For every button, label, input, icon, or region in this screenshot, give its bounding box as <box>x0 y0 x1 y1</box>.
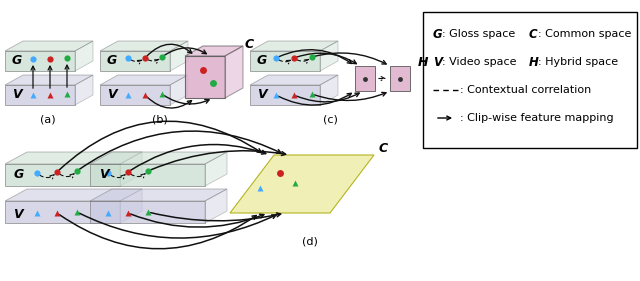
Polygon shape <box>225 46 243 98</box>
Text: (b): (b) <box>152 114 168 124</box>
FancyArrowPatch shape <box>60 215 256 249</box>
Polygon shape <box>120 152 142 186</box>
Polygon shape <box>5 152 142 164</box>
Text: : Video space: : Video space <box>442 57 516 67</box>
Polygon shape <box>170 41 188 71</box>
FancyArrowPatch shape <box>296 53 356 64</box>
Text: : Contextual correlation: : Contextual correlation <box>460 85 591 95</box>
Polygon shape <box>5 41 93 51</box>
Polygon shape <box>250 75 338 85</box>
FancyArrowPatch shape <box>296 93 359 102</box>
Polygon shape <box>230 155 374 213</box>
Text: (c): (c) <box>323 114 337 124</box>
Text: C: C <box>379 142 388 155</box>
Text: V: V <box>257 89 267 101</box>
Polygon shape <box>320 41 338 71</box>
FancyArrowPatch shape <box>379 76 385 80</box>
Polygon shape <box>205 152 227 186</box>
FancyArrowPatch shape <box>315 92 386 101</box>
Polygon shape <box>100 85 170 105</box>
FancyArrowPatch shape <box>131 60 141 64</box>
FancyArrowPatch shape <box>164 96 209 104</box>
Polygon shape <box>90 201 205 223</box>
FancyBboxPatch shape <box>355 66 375 91</box>
Text: G: G <box>257 55 267 67</box>
Polygon shape <box>5 51 75 71</box>
FancyArrowPatch shape <box>147 44 192 56</box>
FancyArrowPatch shape <box>278 93 351 105</box>
FancyArrowPatch shape <box>164 48 206 55</box>
Text: V: V <box>433 56 442 69</box>
FancyArrowPatch shape <box>131 214 264 227</box>
Polygon shape <box>90 152 227 164</box>
FancyArrowPatch shape <box>79 131 281 169</box>
Polygon shape <box>185 56 225 98</box>
FancyBboxPatch shape <box>423 12 637 148</box>
Text: (a): (a) <box>40 114 56 124</box>
Text: G: G <box>14 169 24 182</box>
FancyArrowPatch shape <box>315 53 386 64</box>
FancyBboxPatch shape <box>390 66 410 91</box>
Polygon shape <box>5 164 120 186</box>
FancyArrowPatch shape <box>79 213 276 238</box>
Polygon shape <box>100 51 170 71</box>
Polygon shape <box>250 41 338 51</box>
Polygon shape <box>90 189 227 201</box>
Text: : Clip-wise feature mapping: : Clip-wise feature mapping <box>460 113 614 123</box>
FancyArrowPatch shape <box>438 116 451 120</box>
Polygon shape <box>185 46 243 56</box>
Polygon shape <box>170 75 188 105</box>
FancyArrowPatch shape <box>150 151 285 170</box>
Polygon shape <box>5 201 120 223</box>
Polygon shape <box>5 85 75 105</box>
FancyArrowPatch shape <box>150 213 280 221</box>
Text: V: V <box>13 208 22 221</box>
Text: : Hybrid space: : Hybrid space <box>538 57 618 67</box>
Text: (d): (d) <box>302 236 318 246</box>
Polygon shape <box>5 75 93 85</box>
Polygon shape <box>205 189 227 223</box>
FancyArrowPatch shape <box>278 60 291 64</box>
Text: : Gloss space: : Gloss space <box>442 29 515 39</box>
FancyArrowPatch shape <box>31 66 35 88</box>
FancyArrowPatch shape <box>147 59 159 63</box>
Polygon shape <box>100 75 188 85</box>
FancyArrowPatch shape <box>278 50 351 64</box>
Polygon shape <box>100 41 188 51</box>
Text: G: G <box>12 55 22 67</box>
Polygon shape <box>90 164 205 186</box>
Polygon shape <box>75 75 93 105</box>
FancyArrowPatch shape <box>296 59 308 63</box>
Text: C: C <box>529 28 538 40</box>
Polygon shape <box>5 189 142 201</box>
FancyArrowPatch shape <box>48 66 52 88</box>
FancyArrowPatch shape <box>130 174 145 178</box>
FancyArrowPatch shape <box>131 144 266 171</box>
Polygon shape <box>320 75 338 105</box>
Text: : Common space: : Common space <box>538 29 632 39</box>
FancyArrowPatch shape <box>39 175 54 179</box>
Polygon shape <box>250 51 320 71</box>
Text: H: H <box>529 56 539 69</box>
Polygon shape <box>250 85 320 105</box>
Text: G: G <box>433 28 443 40</box>
FancyArrowPatch shape <box>65 65 69 87</box>
Polygon shape <box>120 189 142 223</box>
FancyArrowPatch shape <box>147 97 191 108</box>
FancyArrowPatch shape <box>59 174 74 178</box>
Text: H: H <box>418 56 429 69</box>
FancyArrowPatch shape <box>110 175 125 179</box>
Polygon shape <box>75 41 93 71</box>
FancyArrowPatch shape <box>59 121 261 170</box>
Text: G: G <box>107 55 117 67</box>
Text: V: V <box>12 89 22 101</box>
Text: C: C <box>245 38 254 51</box>
Text: V: V <box>99 169 109 182</box>
Text: V: V <box>107 89 117 101</box>
